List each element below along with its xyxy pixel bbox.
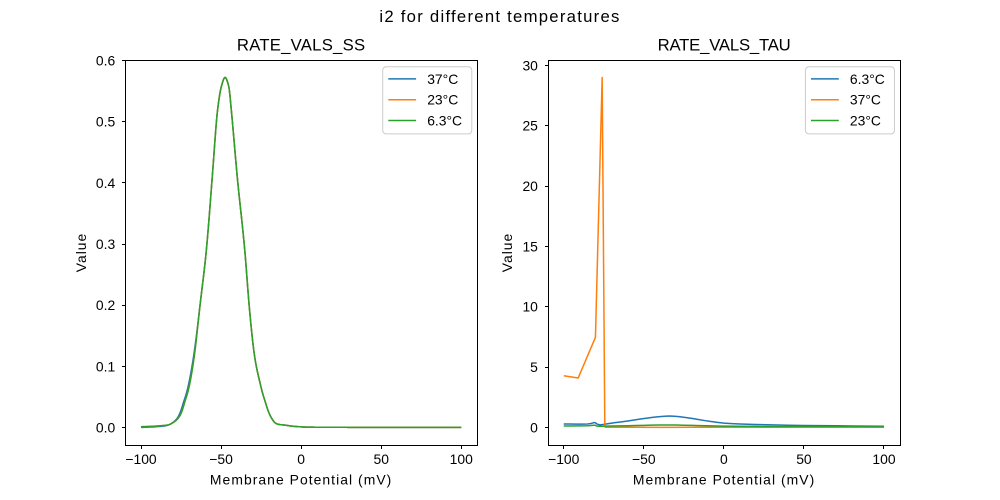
svg-text:0.0: 0.0 <box>96 419 116 435</box>
svg-text:30: 30 <box>522 57 538 73</box>
svg-text:5: 5 <box>530 359 538 375</box>
svg-text:Membrane Potential (mV): Membrane Potential (mV) <box>633 471 815 487</box>
svg-text:RATE_VALS_TAU: RATE_VALS_TAU <box>658 36 791 55</box>
svg-text:i2 for different temperatures: i2 for different temperatures <box>379 7 620 26</box>
svg-text:0.5: 0.5 <box>96 114 116 130</box>
svg-text:−100: −100 <box>125 451 157 467</box>
svg-text:0.3: 0.3 <box>96 236 116 252</box>
svg-text:Value: Value <box>499 233 515 273</box>
svg-text:100: 100 <box>450 451 473 467</box>
svg-text:0.6: 0.6 <box>96 53 116 69</box>
svg-text:50: 50 <box>796 451 812 467</box>
svg-text:0: 0 <box>297 451 305 467</box>
svg-text:−100: −100 <box>548 451 580 467</box>
svg-text:50: 50 <box>373 451 389 467</box>
svg-text:0.4: 0.4 <box>96 175 116 191</box>
svg-text:−50: −50 <box>632 451 656 467</box>
svg-text:0.1: 0.1 <box>96 358 116 374</box>
svg-text:Value: Value <box>73 233 89 273</box>
svg-text:0: 0 <box>720 451 728 467</box>
svg-text:23°C: 23°C <box>850 112 881 128</box>
svg-text:25: 25 <box>522 118 538 134</box>
svg-text:37°C: 37°C <box>850 92 881 108</box>
svg-text:6.3°C: 6.3°C <box>427 112 462 128</box>
svg-text:23°C: 23°C <box>427 92 458 108</box>
svg-text:0.2: 0.2 <box>96 297 116 313</box>
svg-text:20: 20 <box>522 178 538 194</box>
svg-text:100: 100 <box>872 451 895 467</box>
svg-text:6.3°C: 6.3°C <box>850 71 885 87</box>
svg-text:RATE_VALS_SS: RATE_VALS_SS <box>237 36 365 55</box>
svg-text:−50: −50 <box>209 451 233 467</box>
svg-text:10: 10 <box>522 299 538 315</box>
svg-text:0: 0 <box>530 419 538 435</box>
svg-text:37°C: 37°C <box>427 71 458 87</box>
svg-text:15: 15 <box>522 238 538 254</box>
svg-text:Membrane Potential (mV): Membrane Potential (mV) <box>210 471 392 487</box>
